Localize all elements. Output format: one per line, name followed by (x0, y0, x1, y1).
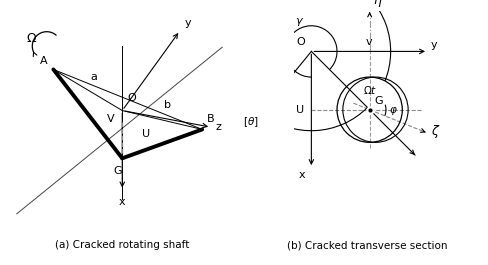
Text: $\Omega t$: $\Omega t$ (362, 84, 376, 96)
Text: $\Omega$: $\Omega$ (25, 32, 37, 45)
Text: y: y (429, 40, 436, 50)
Text: G: G (373, 96, 382, 106)
Text: A: A (40, 56, 48, 66)
Text: $\gamma$: $\gamma$ (294, 16, 303, 28)
Text: x: x (298, 170, 305, 180)
Text: $[\theta]$: $[\theta]$ (243, 115, 258, 129)
Text: O: O (296, 37, 305, 47)
Text: z: z (215, 122, 221, 132)
Text: a: a (90, 72, 97, 82)
Text: $\varphi$: $\varphi$ (388, 104, 397, 117)
Text: $\eta$: $\eta$ (372, 0, 382, 10)
Text: b: b (164, 100, 171, 110)
Text: x: x (119, 197, 125, 207)
Text: y: y (184, 18, 191, 28)
Text: G: G (113, 166, 122, 176)
Text: B: B (206, 114, 214, 124)
Text: (b) Cracked transverse section: (b) Cracked transverse section (286, 240, 447, 250)
Text: O: O (127, 93, 136, 103)
Text: V: V (107, 114, 114, 125)
Text: (a) Cracked rotating shaft: (a) Cracked rotating shaft (55, 240, 189, 250)
Text: U: U (142, 129, 150, 139)
Text: U: U (296, 105, 304, 115)
Text: v: v (365, 37, 371, 47)
Text: $\zeta$: $\zeta$ (429, 123, 439, 140)
